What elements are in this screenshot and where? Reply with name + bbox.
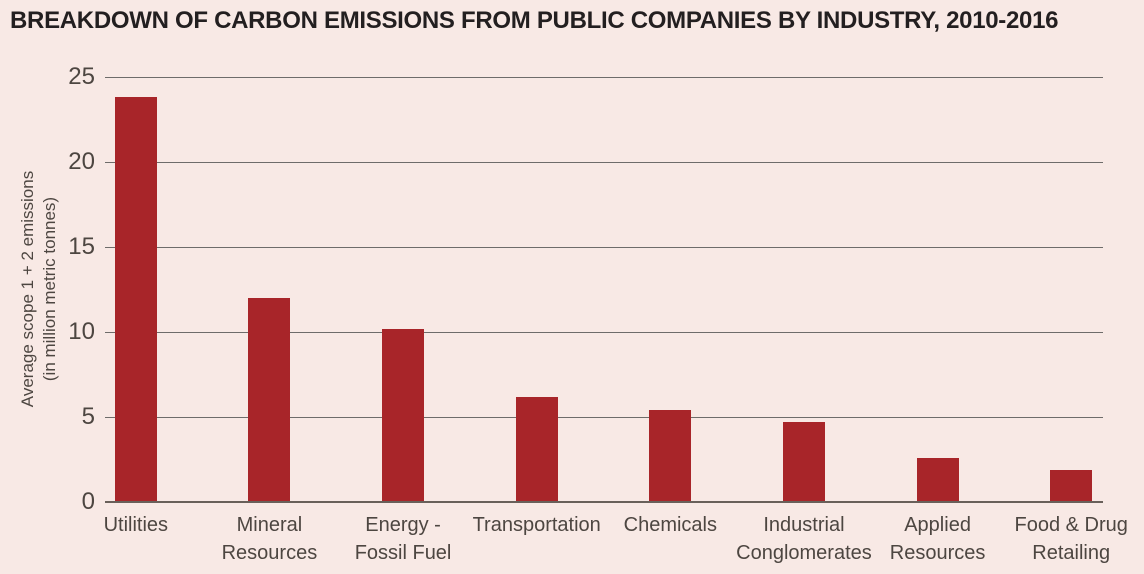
- bar-food-drug-retailing: [1050, 469, 1093, 502]
- y-axis-title-line2: (in million metric tonnes): [40, 196, 59, 382]
- bar-mineral-resources: [248, 298, 291, 502]
- x-category-label-chemicals: Chemicals: [623, 514, 717, 536]
- x-axis-line: [105, 501, 1103, 503]
- x-category-label-mineral-resources: Mineral Resources: [221, 514, 318, 564]
- y-tick-label-5: 5: [81, 403, 95, 430]
- gridline-15: [105, 246, 1103, 248]
- bar-chemicals: [649, 410, 692, 502]
- x-category-label-industrial-conglomerates: Industrial Conglomerates: [736, 514, 872, 564]
- y-tick-label-0: 0: [81, 488, 95, 515]
- bar-industrial-conglomerates: [782, 422, 825, 502]
- gridline-10: [105, 331, 1103, 333]
- bar-applied-resources: [916, 457, 959, 502]
- bar-energy-fossil-fuel: [382, 328, 425, 502]
- y-axis-title: Average scope 1 + 2 emissions (in millio…: [17, 77, 63, 501]
- y-tick-label-15: 15: [68, 233, 95, 260]
- y-tick-label-10: 10: [68, 318, 95, 345]
- chart-title: BREAKDOWN OF CARBON EMISSIONS FROM PUBLI…: [10, 7, 1059, 34]
- y-tick-label-25: 25: [68, 63, 95, 90]
- gridline-25: [105, 76, 1103, 78]
- plot-area: [105, 76, 1103, 503]
- x-category-label-energy-fossil-fuel: Energy - Fossil Fuel: [354, 514, 452, 564]
- bar-utilities: [114, 97, 157, 502]
- x-category-label-transportation: Transportation: [472, 514, 601, 536]
- gridline-20: [105, 161, 1103, 163]
- bar-transportation: [515, 396, 558, 502]
- y-axis-title-line1: Average scope 1 + 2 emissions: [18, 170, 37, 408]
- y-tick-label-20: 20: [68, 148, 95, 175]
- x-category-label-food-drug-retailing: Food & Drug Retailing: [1014, 514, 1128, 564]
- gridline-5: [105, 416, 1103, 418]
- x-category-label-utilities: Utilities: [103, 514, 169, 536]
- x-category-label-applied-resources: Applied Resources: [889, 514, 986, 564]
